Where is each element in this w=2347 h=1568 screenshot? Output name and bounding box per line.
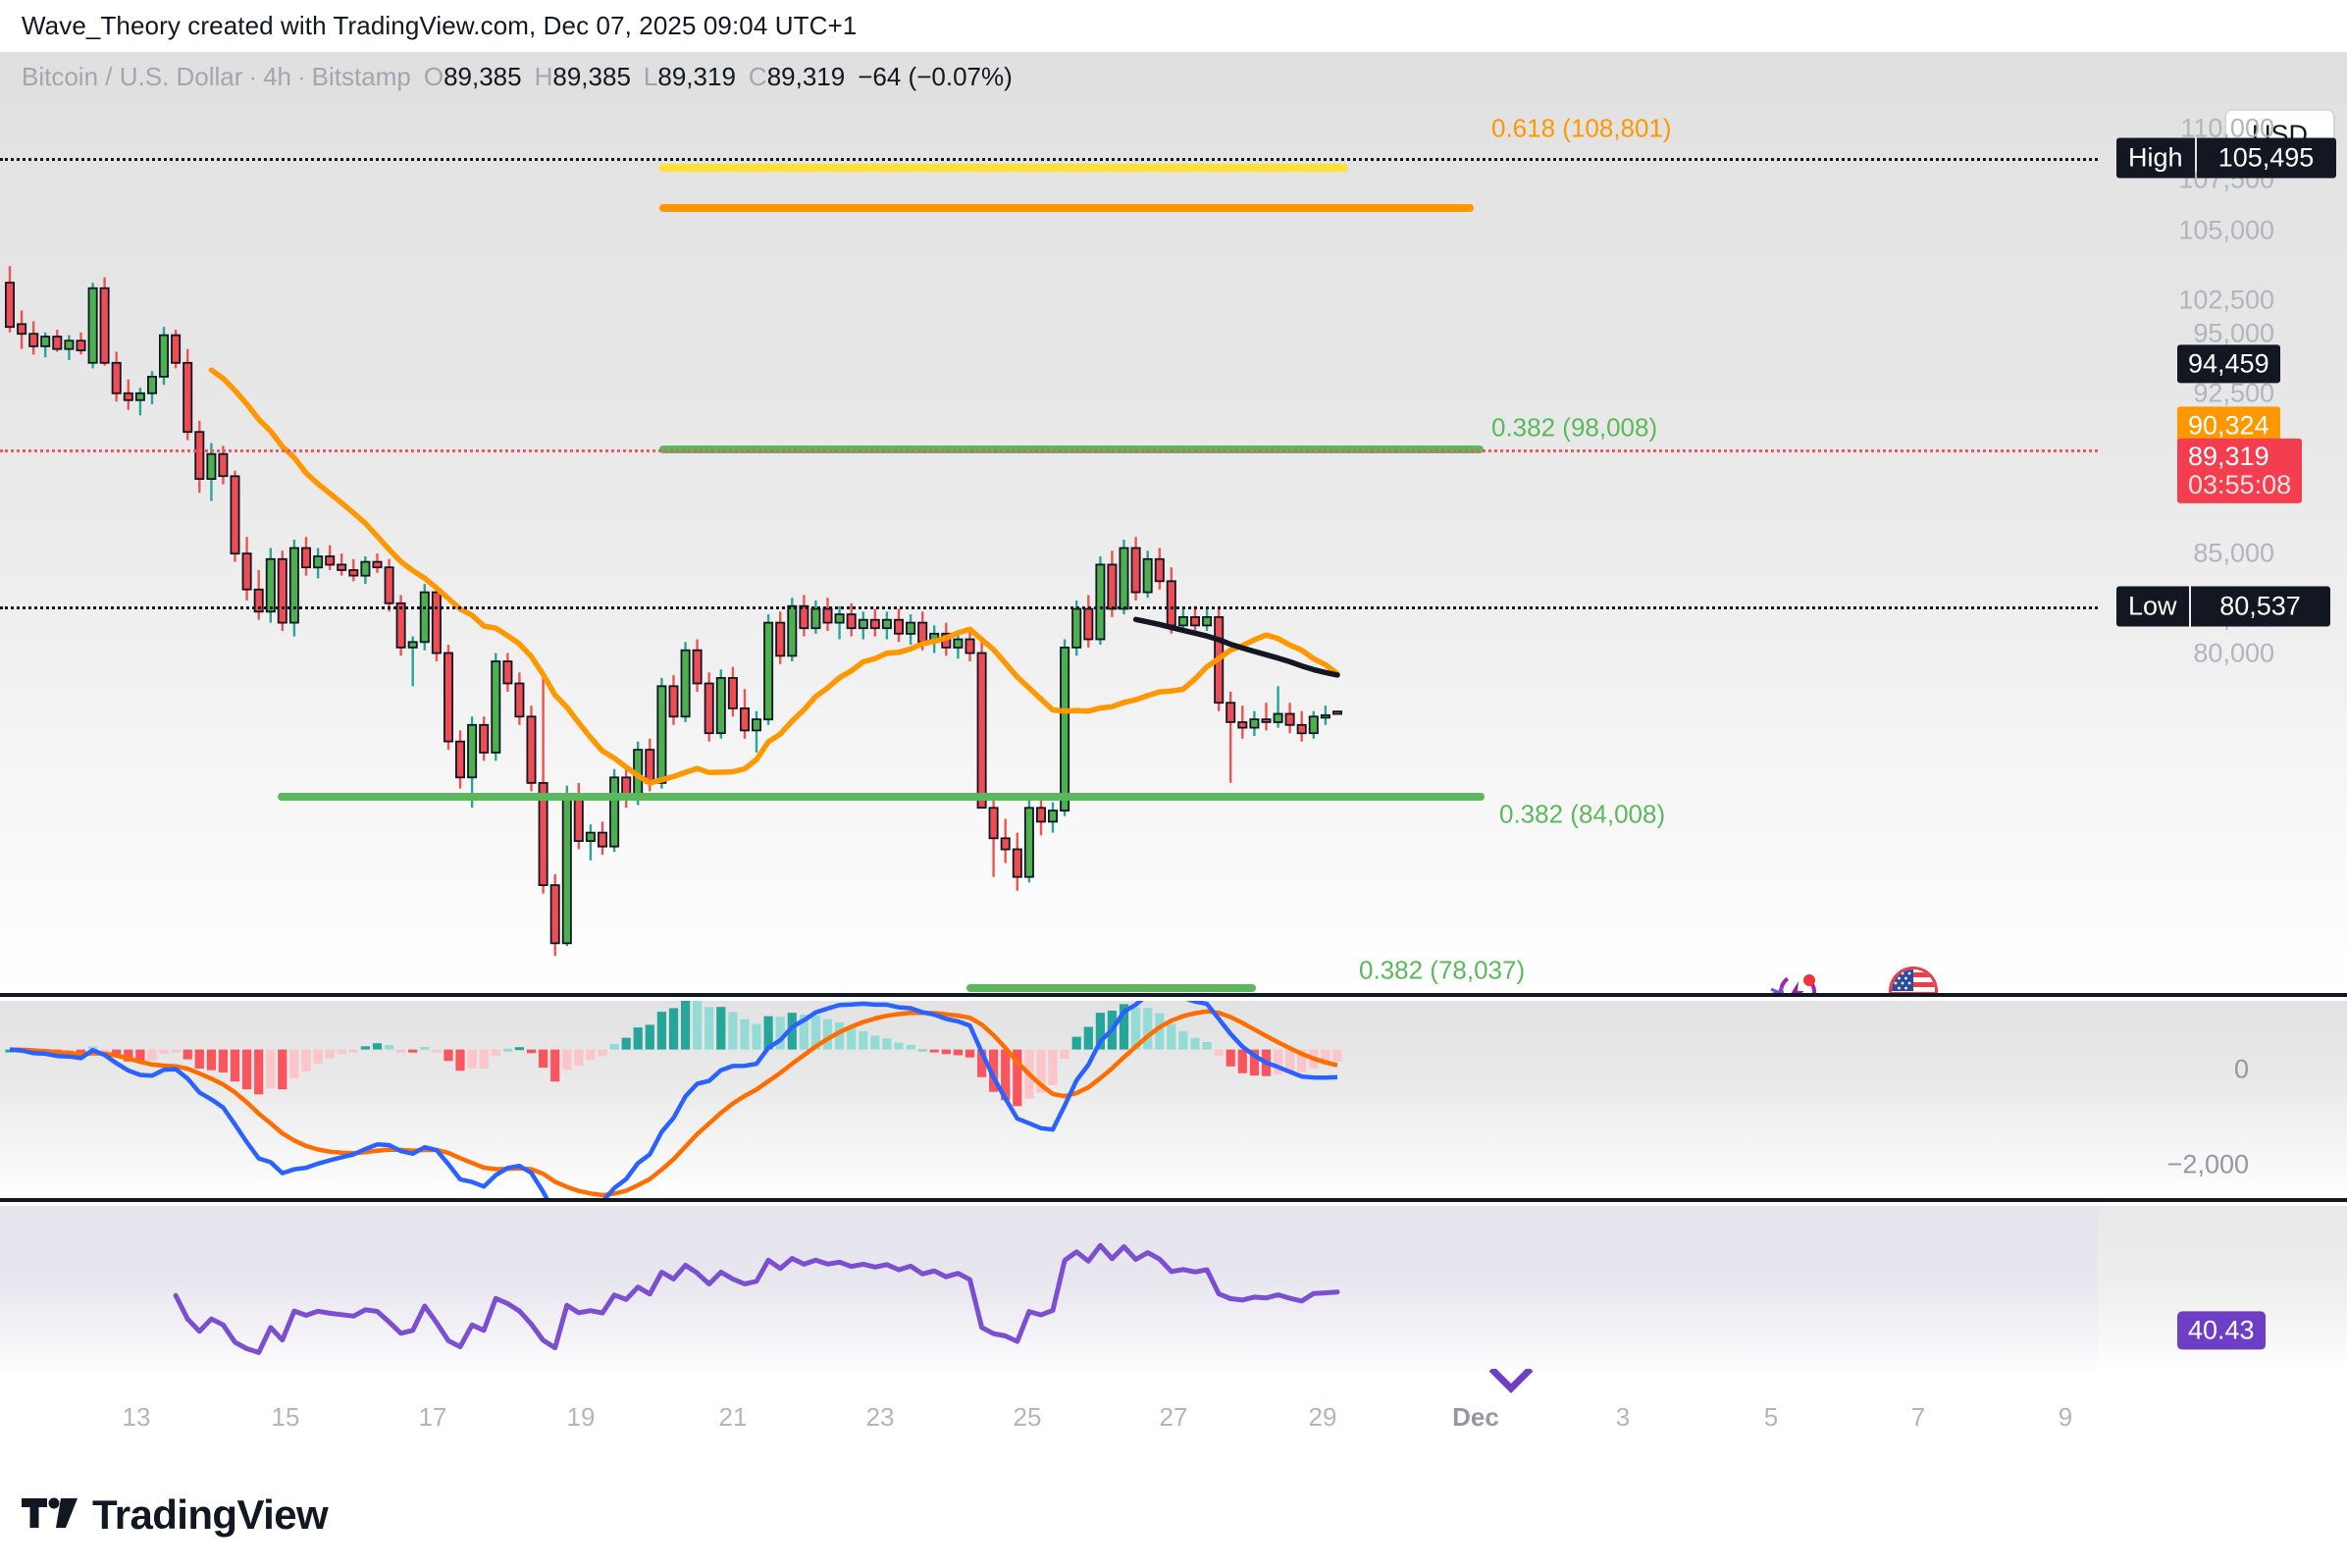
legend-exchange[interactable]: Bitstamp: [311, 62, 411, 91]
time-tick: 25: [1013, 1402, 1042, 1432]
page-title: Wave_Theory created with TradingView.com…: [22, 11, 858, 40]
time-tick: 23: [865, 1402, 895, 1432]
pane-divider-macd-rsi[interactable]: [0, 1198, 2347, 1202]
time-tick: 29: [1308, 1402, 1337, 1432]
low-marker-line: [0, 606, 2098, 609]
pane-divider-main-macd[interactable]: [0, 993, 2347, 997]
fib-label-0_618: 0.618 (108,801): [1491, 113, 1672, 143]
low-badge: Low 80,537: [2116, 586, 2330, 627]
last-price-line: [0, 449, 2098, 452]
low-badge-label: Low: [2116, 586, 2189, 627]
high-badge-value: 105,495: [2196, 137, 2336, 179]
last-price-badge: 89,319 03:55:08: [2177, 438, 2303, 504]
macd-tick-minus-2000: −2,000: [2166, 1149, 2249, 1179]
fib-label-0_382-mid: 0.382 (84,008): [1499, 799, 1666, 829]
price-tick: 80,000: [2193, 638, 2274, 668]
time-tick: 21: [718, 1402, 748, 1432]
legend-high-key: H: [534, 62, 553, 91]
time-tick: 19: [566, 1402, 596, 1432]
legend-close-key: C: [748, 62, 767, 91]
main-plot-area[interactable]: [0, 103, 2098, 993]
rsi-pane[interactable]: 40.43: [0, 1206, 2347, 1371]
ai-sparkle-icon[interactable]: [1766, 965, 1821, 993]
macd-scale[interactable]: 0 −2,000: [2098, 1001, 2347, 1198]
us-flag-icon[interactable]: [1889, 967, 1938, 993]
legend-interval[interactable]: 4h: [263, 62, 291, 91]
legend-change: −64 (−0.07%): [858, 62, 1013, 91]
low-badge-value: 80,537: [2190, 586, 2330, 627]
legend-open-value: 89,385: [443, 62, 522, 91]
legend-low-value: 89,319: [657, 62, 736, 91]
ma-fast-price-badge: 90,324: [2177, 406, 2280, 445]
last-price-value: 89,319: [2188, 441, 2269, 471]
legend-high-value: 89,385: [552, 62, 631, 91]
legend-symbol[interactable]: Bitcoin / U.S. Dollar: [22, 62, 243, 91]
price-tick: 102,500: [2178, 285, 2274, 315]
title-bar: Wave_Theory created with TradingView.com…: [0, 0, 2347, 52]
rsi-plot-area[interactable]: [0, 1206, 2098, 1371]
time-tick: 13: [122, 1402, 151, 1432]
legend-close-value: 89,319: [766, 62, 846, 91]
time-tick: 3: [1615, 1402, 1631, 1432]
macd-series: [5, 1001, 1342, 1198]
price-tick: 85,000: [2193, 538, 2274, 568]
rsi-scale[interactable]: 40.43: [2098, 1206, 2347, 1371]
high-marker-line: [0, 158, 2098, 161]
time-tick: 15: [271, 1402, 300, 1432]
macd-tick-zero: 0: [2233, 1054, 2249, 1084]
rsi-cursor-chevron: [1488, 1369, 1534, 1393]
legend-sep-1: ·: [248, 62, 258, 91]
fib-line-0_382-mid[interactable]: [278, 793, 1485, 801]
tradingview-logo[interactable]: TradingView: [22, 1491, 329, 1539]
fib-line-0_65[interactable]: [659, 164, 1348, 172]
price-tick: 105,000: [2178, 215, 2274, 245]
legend-open-key: O: [423, 62, 444, 91]
legend-low-key: L: [643, 62, 658, 91]
price-tick-95000: 95,000: [2193, 318, 2274, 348]
main-chart-pane[interactable]: 0.65 (110,265) 0.618 (108,801) 0.382 (98…: [0, 103, 2347, 993]
time-tick: 27: [1159, 1402, 1188, 1432]
chart-legend: Bitcoin / U.S. Dollar · 4h · Bitstamp O89,385…: [0, 52, 2347, 103]
legend-sep-2: ·: [297, 62, 306, 91]
fib-label-0_382-lower: 0.382 (78,037): [1359, 955, 1526, 985]
price-scale[interactable]: USD 110,000 107,500 105,000 102,500 100,…: [2098, 103, 2347, 993]
macd-pane[interactable]: 0 −2,000: [0, 1001, 2347, 1198]
time-tick: 5: [1763, 1402, 1779, 1432]
high-badge: High 105,495: [2116, 137, 2336, 179]
bar-countdown: 03:55:08: [2188, 470, 2292, 499]
fib-line-0_618[interactable]: [659, 204, 1474, 212]
rsi-value-badge: 40.43: [2177, 1311, 2266, 1350]
fib-line-0_382-lower[interactable]: [966, 984, 1256, 992]
time-axis[interactable]: 13 15 17 19 21 23 25 27 29 Dec 3 5 7 9: [0, 1369, 2347, 1472]
high-badge-label: High: [2116, 137, 2195, 179]
time-tick: 9: [2058, 1402, 2073, 1432]
tradingview-wordmark: TradingView: [92, 1491, 329, 1538]
rsi-series: [173, 1242, 1340, 1355]
time-tick: 17: [418, 1402, 447, 1432]
footer: TradingView: [0, 1472, 2347, 1568]
time-tick-month: Dec: [1452, 1402, 1499, 1432]
tradingview-mark-icon: [22, 1497, 78, 1528]
fib-label-0_382-upper: 0.382 (98,008): [1491, 412, 1658, 443]
candlestick-series: [5, 266, 1343, 957]
macd-plot-area[interactable]: [0, 1001, 2098, 1198]
time-tick: 7: [1910, 1402, 1926, 1432]
price-tick: 92,500: [2193, 378, 2274, 408]
ma-slow-price-badge: 94,459: [2177, 344, 2280, 384]
